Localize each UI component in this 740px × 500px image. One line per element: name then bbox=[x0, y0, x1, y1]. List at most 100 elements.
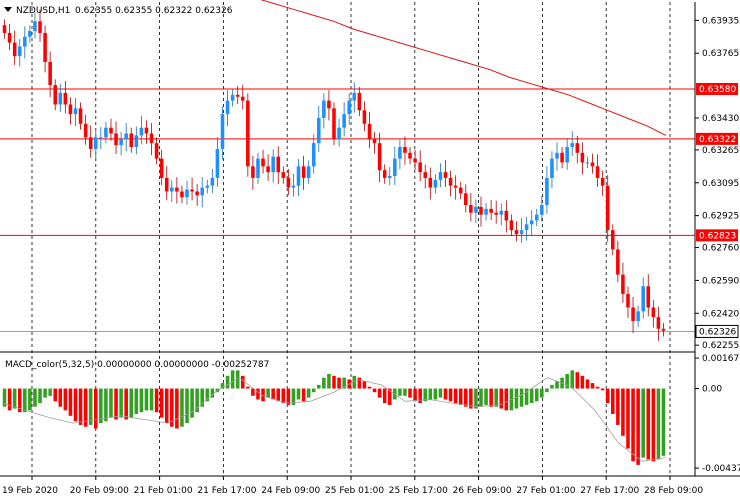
bull-candle bbox=[311, 143, 316, 167]
macd-bar bbox=[626, 388, 630, 449]
macd-bar bbox=[225, 375, 230, 389]
macd-bar bbox=[423, 388, 428, 402]
bull-candle bbox=[322, 100, 326, 118]
macd-bar bbox=[200, 388, 204, 407]
indicator-label: MACD_color(5,32,5) 0.00000000 0.00000000… bbox=[5, 360, 269, 370]
macd-bar bbox=[616, 388, 620, 425]
macd-bar bbox=[489, 388, 493, 407]
macd-bar bbox=[605, 388, 610, 404]
price-tick-label: 0.62925 bbox=[702, 212, 739, 222]
macd-bar bbox=[7, 388, 12, 411]
bear-candle bbox=[53, 85, 57, 105]
bear-candle bbox=[631, 307, 635, 321]
bear-candle bbox=[413, 158, 417, 163]
bear-candle bbox=[63, 92, 68, 105]
macd-bar bbox=[631, 388, 635, 462]
bear-candle bbox=[109, 127, 113, 134]
macd-bar bbox=[2, 388, 7, 407]
vertical-gridlines bbox=[31, 2, 671, 476]
macd-bar bbox=[327, 374, 331, 389]
bear-candle bbox=[611, 230, 615, 250]
bear-candle bbox=[509, 220, 514, 231]
bull-candle bbox=[393, 158, 397, 176]
macd-bar bbox=[418, 388, 422, 404]
bull-candle bbox=[317, 118, 321, 144]
level-badge bbox=[696, 229, 738, 242]
bear-candle bbox=[489, 208, 493, 213]
bull-candle bbox=[104, 127, 108, 138]
bull-candle bbox=[124, 133, 128, 140]
moving-average-line bbox=[260, 0, 667, 136]
bear-candle bbox=[382, 170, 387, 178]
bear-candle bbox=[514, 230, 519, 234]
macd-bar bbox=[377, 388, 382, 398]
macd-bar bbox=[230, 370, 235, 389]
bear-candle bbox=[332, 108, 336, 140]
macd-bar bbox=[185, 388, 189, 424]
price-tick-label: 0.62760 bbox=[702, 244, 739, 254]
bull-candle bbox=[185, 189, 189, 198]
macd-bar bbox=[621, 388, 625, 436]
bear-candle bbox=[504, 210, 509, 221]
macd-bar bbox=[210, 388, 215, 398]
candlestick-series bbox=[2, 9, 666, 341]
macd-bar bbox=[534, 388, 539, 402]
bear-candle bbox=[423, 172, 428, 178]
bear-candle bbox=[443, 172, 448, 178]
bear-candle bbox=[38, 21, 42, 33]
macd-bar bbox=[479, 388, 483, 407]
time-tick-label: 25 Feb 17:00 bbox=[389, 486, 448, 496]
bear-candle bbox=[453, 185, 458, 188]
macd-bar bbox=[266, 388, 270, 398]
bull-candle bbox=[73, 108, 78, 115]
macd-bar bbox=[149, 388, 154, 411]
bull-candle bbox=[337, 127, 341, 140]
macd-bar bbox=[12, 388, 17, 409]
macd-bar bbox=[585, 379, 590, 389]
level-badge-label: 0.63322 bbox=[699, 135, 736, 145]
bear-candle bbox=[12, 42, 17, 57]
bear-candle bbox=[301, 166, 306, 178]
macd-bar bbox=[453, 388, 458, 404]
macd-bar bbox=[484, 388, 488, 405]
macd-bar bbox=[661, 388, 666, 456]
macd-bar bbox=[367, 386, 372, 389]
bull-candle bbox=[387, 176, 392, 178]
macd-bar bbox=[362, 381, 367, 389]
bear-candle bbox=[458, 187, 463, 194]
macd-bar bbox=[636, 388, 640, 465]
bull-candle bbox=[438, 172, 443, 180]
chart-menu-arrow-icon[interactable] bbox=[4, 7, 12, 12]
macd-bar bbox=[474, 388, 478, 409]
bear-candle bbox=[600, 177, 605, 186]
bear-candle bbox=[149, 133, 154, 144]
macd-bar bbox=[170, 388, 174, 427]
macd-bar bbox=[53, 388, 57, 402]
macd-bar bbox=[342, 377, 346, 389]
bear-candle bbox=[144, 127, 149, 134]
level-badge bbox=[696, 132, 738, 145]
macd-bar bbox=[514, 388, 519, 409]
macd-bar bbox=[17, 388, 22, 413]
bear-candle bbox=[7, 32, 12, 43]
bear-candle bbox=[129, 133, 134, 147]
macd-bar bbox=[387, 388, 392, 405]
bull-candle bbox=[99, 137, 103, 139]
macd-bar bbox=[99, 388, 103, 424]
macd-bar bbox=[63, 388, 68, 411]
bear-candle bbox=[175, 187, 179, 192]
bear-candle bbox=[626, 293, 630, 308]
bull-candle bbox=[23, 36, 27, 47]
bear-candle bbox=[190, 189, 194, 192]
level-badge-label: 0.62823 bbox=[699, 231, 736, 241]
bull-candle bbox=[641, 286, 645, 312]
macd-bar bbox=[458, 388, 463, 405]
macd-bar bbox=[286, 388, 291, 405]
bull-candle bbox=[119, 139, 123, 146]
bull-candle bbox=[58, 92, 63, 105]
macd-bar bbox=[291, 388, 296, 405]
bull-candle bbox=[17, 46, 22, 57]
macd-bar bbox=[555, 381, 559, 389]
macd-bar bbox=[413, 388, 417, 402]
